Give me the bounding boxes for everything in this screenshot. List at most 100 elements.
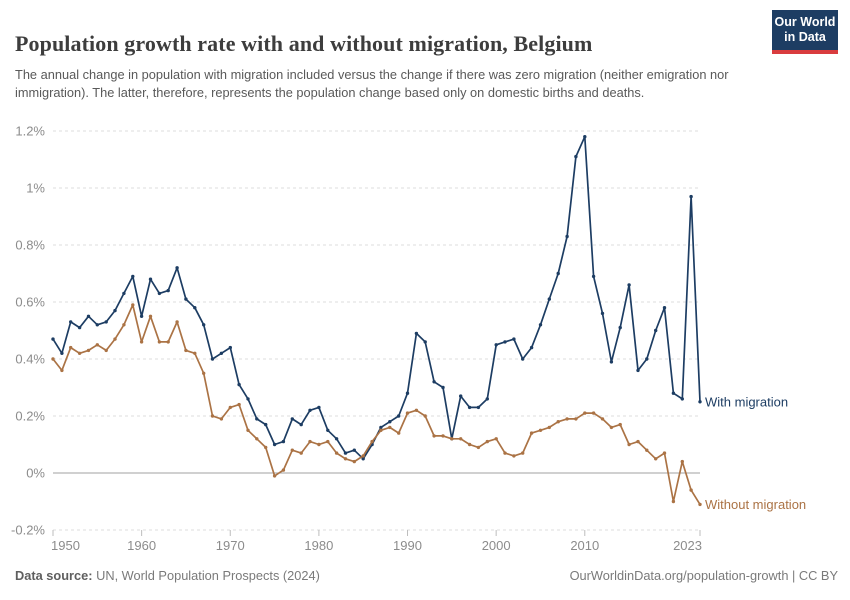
data-point-with-migration[interactable]: [538, 323, 543, 327]
data-point-without-migration[interactable]: [237, 402, 241, 407]
data-point-with-migration[interactable]: [379, 425, 383, 430]
data-point-without-migration[interactable]: [574, 417, 578, 421]
data-point-with-migration[interactable]: [494, 343, 498, 347]
data-point-without-migration[interactable]: [77, 351, 82, 355]
data-point-with-migration[interactable]: [397, 414, 401, 418]
data-point-without-migration[interactable]: [547, 425, 551, 430]
series-line-without-migration[interactable]: [52, 304, 701, 506]
data-point-without-migration[interactable]: [645, 448, 649, 452]
data-point-without-migration[interactable]: [104, 348, 108, 353]
data-point-without-migration[interactable]: [317, 442, 321, 447]
data-point-with-migration[interactable]: [272, 442, 277, 447]
data-point-without-migration[interactable]: [459, 437, 463, 441]
data-point-with-migration[interactable]: [246, 397, 250, 401]
data-point-with-migration[interactable]: [698, 400, 702, 404]
data-point-with-migration[interactable]: [512, 337, 516, 341]
data-point-without-migration[interactable]: [521, 451, 525, 455]
data-point-with-migration[interactable]: [361, 457, 365, 461]
data-point-without-migration[interactable]: [290, 448, 294, 452]
data-point-without-migration[interactable]: [476, 445, 481, 450]
data-point-with-migration[interactable]: [529, 345, 534, 350]
data-point-with-migration[interactable]: [184, 297, 188, 301]
data-point-with-migration[interactable]: [157, 291, 162, 296]
data-point-with-migration[interactable]: [166, 288, 170, 293]
data-point-without-migration[interactable]: [86, 348, 91, 353]
data-point-without-migration[interactable]: [636, 439, 640, 444]
data-point-without-migration[interactable]: [113, 337, 117, 341]
data-point-with-migration[interactable]: [317, 405, 321, 410]
data-point-without-migration[interactable]: [175, 320, 179, 324]
data-point-without-migration[interactable]: [405, 411, 410, 415]
data-point-without-migration[interactable]: [148, 314, 153, 318]
data-point-with-migration[interactable]: [680, 397, 684, 401]
series-line-with-migration[interactable]: [52, 135, 701, 460]
data-point-with-migration[interactable]: [148, 277, 153, 281]
data-point-without-migration[interactable]: [432, 434, 436, 438]
data-point-without-migration[interactable]: [326, 439, 330, 444]
data-point-with-migration[interactable]: [334, 437, 339, 441]
data-point-without-migration[interactable]: [122, 323, 126, 327]
data-point-without-migration[interactable]: [388, 425, 392, 430]
data-point-with-migration[interactable]: [574, 154, 578, 159]
data-point-without-migration[interactable]: [397, 431, 401, 435]
data-point-without-migration[interactable]: [255, 437, 259, 441]
data-point-with-migration[interactable]: [255, 417, 259, 421]
data-point-without-migration[interactable]: [671, 499, 676, 504]
data-point-with-migration[interactable]: [77, 325, 82, 330]
data-point-with-migration[interactable]: [627, 283, 631, 287]
data-point-without-migration[interactable]: [627, 442, 631, 447]
series-end-label-with-migration[interactable]: With migration: [705, 394, 788, 409]
data-point-without-migration[interactable]: [600, 417, 605, 421]
data-point-without-migration[interactable]: [441, 434, 445, 438]
data-point-with-migration[interactable]: [308, 408, 312, 412]
data-point-without-migration[interactable]: [370, 439, 374, 444]
data-point-with-migration[interactable]: [467, 405, 472, 410]
data-point-with-migration[interactable]: [600, 311, 605, 316]
data-point-without-migration[interactable]: [698, 502, 702, 507]
data-point-with-migration[interactable]: [175, 266, 179, 270]
data-point-with-migration[interactable]: [476, 405, 481, 410]
data-point-with-migration[interactable]: [113, 308, 117, 313]
data-point-without-migration[interactable]: [494, 437, 498, 441]
attribution-link[interactable]: OurWorldinData.org/population-growth | C…: [569, 568, 838, 583]
data-point-without-migration[interactable]: [352, 459, 356, 464]
data-point-without-migration[interactable]: [202, 371, 206, 375]
data-point-with-migration[interactable]: [485, 397, 489, 401]
data-point-with-migration[interactable]: [618, 325, 622, 330]
data-point-without-migration[interactable]: [609, 425, 614, 430]
data-point-without-migration[interactable]: [334, 451, 339, 455]
data-point-with-migration[interactable]: [503, 340, 507, 344]
data-point-with-migration[interactable]: [202, 323, 206, 327]
data-point-without-migration[interactable]: [565, 417, 569, 421]
data-point-with-migration[interactable]: [556, 271, 560, 276]
data-point-with-migration[interactable]: [95, 323, 100, 327]
data-point-with-migration[interactable]: [69, 320, 73, 324]
data-point-without-migration[interactable]: [662, 451, 667, 455]
data-point-without-migration[interactable]: [228, 405, 232, 410]
data-point-without-migration[interactable]: [193, 351, 197, 355]
data-point-without-migration[interactable]: [343, 457, 348, 461]
data-point-without-migration[interactable]: [308, 439, 312, 444]
data-point-without-migration[interactable]: [281, 468, 286, 472]
data-point-without-migration[interactable]: [139, 340, 144, 344]
data-point-without-migration[interactable]: [556, 420, 560, 424]
data-point-with-migration[interactable]: [352, 448, 356, 452]
owid-logo[interactable]: Our World in Data: [772, 10, 838, 54]
data-point-with-migration[interactable]: [51, 337, 55, 341]
data-point-with-migration[interactable]: [591, 274, 596, 279]
data-point-without-migration[interactable]: [299, 451, 303, 455]
data-point-without-migration[interactable]: [60, 368, 64, 373]
data-point-without-migration[interactable]: [467, 442, 472, 447]
data-point-without-migration[interactable]: [680, 459, 684, 464]
data-point-with-migration[interactable]: [459, 394, 463, 398]
data-point-with-migration[interactable]: [290, 417, 294, 421]
data-point-without-migration[interactable]: [485, 439, 489, 444]
data-point-with-migration[interactable]: [405, 391, 410, 395]
data-point-with-migration[interactable]: [662, 306, 667, 310]
data-point-without-migration[interactable]: [538, 428, 543, 432]
data-point-with-migration[interactable]: [237, 382, 241, 387]
data-point-without-migration[interactable]: [423, 414, 427, 418]
data-point-without-migration[interactable]: [618, 422, 622, 427]
data-point-with-migration[interactable]: [441, 385, 445, 390]
data-point-with-migration[interactable]: [414, 331, 419, 336]
